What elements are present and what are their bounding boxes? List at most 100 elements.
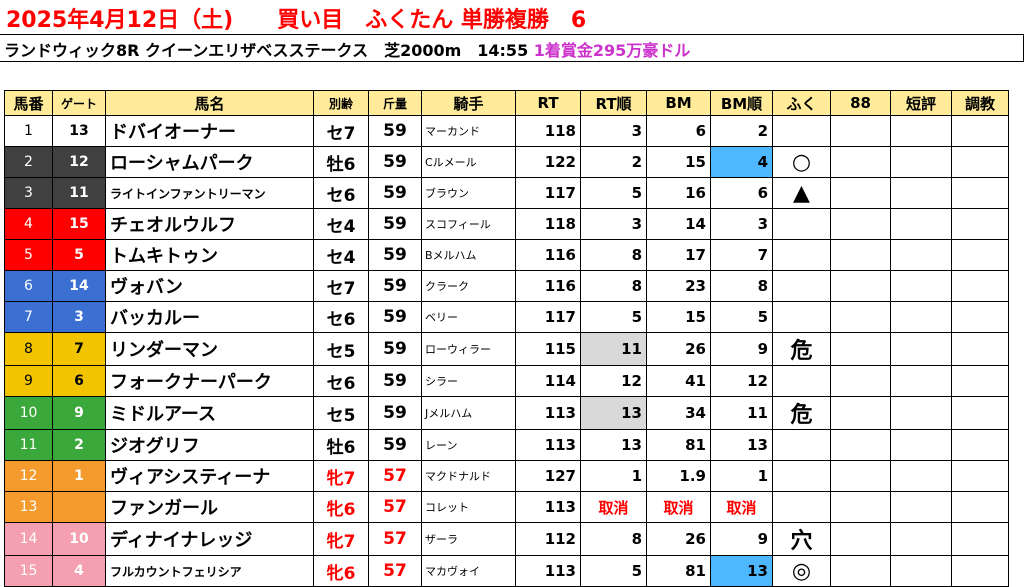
table-row: 10 9 ミドルアース セ5 59 Jメルハム 113 13 34 11 危 [4,396,1009,430]
training-cell [951,208,1009,240]
race-info: ランドウィック8R クイーンエリザベスステークス 芝2000m 14:55 1着… [4,37,690,61]
sex-age-cell: セ4 [313,208,369,240]
rt-cell: 113 [515,396,581,430]
gate-cell: 10 [52,522,106,556]
header-cell: RT [515,90,581,116]
rt-rank-cell: 5 [580,555,647,587]
sex-age-cell: セ4 [313,239,369,271]
table-row: 3 11 ライトインファントリーマン セ6 59 ブラウン 117 5 16 6 ▲ [4,177,1009,209]
weight-cell: 59 [368,208,422,240]
horse-name-cell: トムキトゥン [105,239,314,271]
bm-rank-cell: 6 [710,177,773,209]
horse-name-cell: ファンガール [105,491,314,523]
bm-rank-cell: 11 [710,396,773,430]
fuku-mark-cell: ▲ [772,177,831,209]
header-cell: RT順 [580,90,647,116]
bm-rank-cell: 1 [710,460,773,492]
horse-number-cell: 12 [4,460,53,492]
sex-age-cell: 牝6 [313,491,369,523]
bm-rank-cell: 2 [710,115,773,147]
jockey-cell: Bメルハム [421,239,516,271]
bm-cell: 26 [646,522,711,556]
jockey-cell: スコフィール [421,208,516,240]
header-cell: 馬名 [105,90,314,116]
horse-number-cell: 3 [4,177,53,209]
bm-rank-cell: 8 [710,270,773,302]
rt-rank-cell: 取消 [580,491,647,523]
sex-age-cell: セ7 [313,115,369,147]
training-cell [951,491,1009,523]
eighty-eight-cell [830,239,891,271]
sex-age-cell: セ6 [313,365,369,397]
horse-name-cell: チェオルウルフ [105,208,314,240]
gate-cell: 13 [52,115,106,147]
header-cell: 馬番 [4,90,53,116]
weight-cell: 59 [368,146,422,178]
weight-cell: 59 [368,270,422,302]
table-row: 2 12 ローシャムパーク 牡6 59 Cルメール 122 2 15 4 ○ [4,146,1009,178]
gate-cell: 15 [52,208,106,240]
horse-name-cell: フォークナーパーク [105,365,314,397]
header-cell: ゲート [52,90,106,116]
bm-rank-cell: 13 [710,555,773,587]
bm-rank-cell: 12 [710,365,773,397]
rt-cell: 116 [515,270,581,302]
bm-cell: 15 [646,146,711,178]
header-row: 馬番 ゲート 馬名 別齢 斤量 騎手 RT RT順 BM BM順 ふく 88 短… [4,90,1009,116]
short-review-cell [890,460,952,492]
horse-number-cell: 6 [4,270,53,302]
short-review-cell [890,177,952,209]
weight-cell: 59 [368,239,422,271]
bm-cell: 6 [646,115,711,147]
eighty-eight-cell [830,555,891,587]
training-cell [951,522,1009,556]
training-cell [951,301,1009,333]
table-row: 11 2 ジオグリフ 牡6 59 レーン 113 13 81 13 [4,429,1009,461]
horse-name-cell: ヴォバン [105,270,314,302]
fuku-mark-cell [772,270,831,302]
header-cell: 斤量 [368,90,422,116]
short-review-cell [890,429,952,461]
bm-rank-cell: 取消 [710,491,773,523]
sex-age-cell: 牝7 [313,522,369,556]
sex-age-cell: セ5 [313,396,369,430]
rt-cell: 115 [515,332,581,366]
fuku-mark-cell [772,429,831,461]
rt-rank-cell: 8 [580,522,647,556]
horse-table: 馬番 ゲート 馬名 別齢 斤量 騎手 RT RT順 BM BM順 ふく 88 短… [4,90,1009,587]
table-row: 4 15 チェオルウルフ セ4 59 スコフィール 118 3 14 3 [4,208,1009,240]
jockey-cell: コレット [421,491,516,523]
header-cell: BM順 [710,90,773,116]
gate-cell: 5 [52,239,106,271]
gate-cell: 9 [52,396,106,430]
horse-number-cell: 14 [4,522,53,556]
table-row: 12 1 ヴィアシスティーナ 牝7 57 マクドナルド 127 1 1.9 1 [4,460,1009,492]
eighty-eight-cell [830,177,891,209]
horse-name-cell: ライトインファントリーマン [105,177,314,209]
rt-rank-cell: 11 [580,332,647,366]
bm-rank-cell: 7 [710,239,773,271]
horse-name-cell: ジオグリフ [105,429,314,461]
training-cell [951,429,1009,461]
jockey-cell: マカヴォイ [421,555,516,587]
rt-rank-cell: 3 [580,115,647,147]
rt-cell: 127 [515,460,581,492]
fuku-mark-cell [772,115,831,147]
training-cell [951,460,1009,492]
rt-rank-cell: 8 [580,270,647,302]
horse-name-cell: ローシャムパーク [105,146,314,178]
rt-cell: 114 [515,365,581,397]
rt-cell: 113 [515,491,581,523]
header-cell: 調教 [951,90,1009,116]
eighty-eight-cell [830,365,891,397]
weight-cell: 59 [368,332,422,366]
rt-rank-cell: 5 [580,301,647,333]
eighty-eight-cell [830,396,891,430]
training-cell [951,365,1009,397]
horse-name-cell: リンダーマン [105,332,314,366]
table-row: 8 7 リンダーマン セ5 59 ローウィラー 115 11 26 9 危 [4,332,1009,366]
rt-cell: 113 [515,555,581,587]
short-review-cell [890,365,952,397]
gate-cell: 12 [52,146,106,178]
weight-cell: 59 [368,115,422,147]
